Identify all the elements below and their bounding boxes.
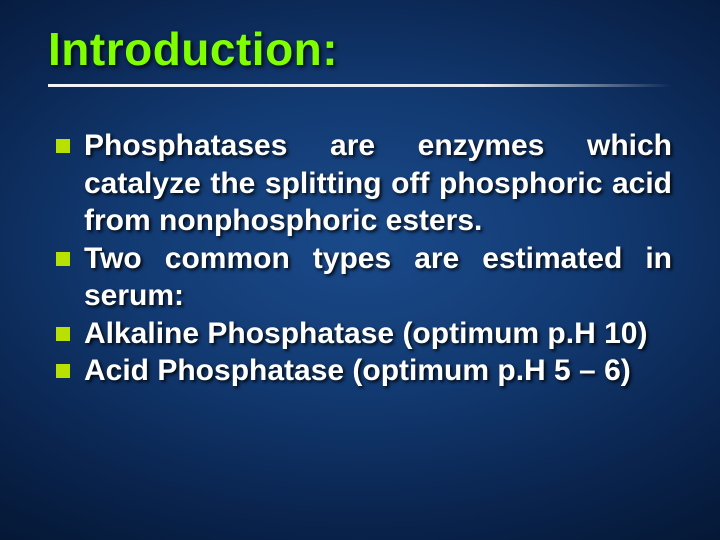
slide-content: Phosphatases are enzymes which catalyze … <box>48 127 672 390</box>
bullet-text: Alkaline Phosphatase (optimum p.H 10) <box>84 315 672 353</box>
slide: Introduction: Phosphatases are enzymes w… <box>0 0 720 540</box>
bullet-item: Alkaline Phosphatase (optimum p.H 10) <box>56 315 672 353</box>
bullet-item: Phosphatases are enzymes which catalyze … <box>56 127 672 240</box>
slide-title: Introduction: <box>48 22 672 76</box>
square-bullet-icon <box>56 327 70 341</box>
bullet-text: Phosphatases are enzymes which catalyze … <box>84 127 672 240</box>
bullet-text: Two common types are estimated in serum: <box>84 240 672 315</box>
bullet-text: Acid Phosphatase (optimum p.H 5 – 6) <box>84 352 672 390</box>
square-bullet-icon <box>56 252 70 266</box>
bullet-item: Two common types are estimated in serum: <box>56 240 672 315</box>
title-underline <box>48 84 672 87</box>
bullet-item: Acid Phosphatase (optimum p.H 5 – 6) <box>56 352 672 390</box>
square-bullet-icon <box>56 139 70 153</box>
square-bullet-icon <box>56 364 70 378</box>
